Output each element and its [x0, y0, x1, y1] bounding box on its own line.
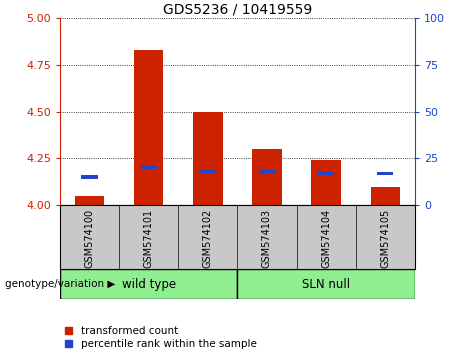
Bar — [193, 112, 223, 205]
Bar — [141, 166, 157, 170]
Bar — [60, 269, 237, 299]
Legend: transformed count, percentile rank within the sample: transformed count, percentile rank withi… — [65, 326, 257, 349]
Bar — [252, 149, 282, 205]
Text: GSM574104: GSM574104 — [321, 209, 331, 268]
Text: SLN null: SLN null — [302, 278, 350, 291]
Text: GSM574100: GSM574100 — [84, 209, 95, 268]
Bar — [318, 172, 334, 175]
Bar — [75, 196, 104, 205]
Bar — [237, 269, 415, 299]
Title: GDS5236 / 10419559: GDS5236 / 10419559 — [163, 2, 312, 17]
Text: GSM574103: GSM574103 — [262, 209, 272, 268]
Bar — [259, 170, 275, 173]
Bar — [82, 176, 98, 179]
Bar — [311, 160, 341, 205]
Text: wild type: wild type — [122, 278, 176, 291]
Bar — [371, 187, 400, 205]
Text: GSM574105: GSM574105 — [380, 209, 390, 268]
Bar — [377, 172, 393, 175]
Bar — [134, 50, 164, 205]
Bar — [200, 170, 216, 173]
Text: genotype/variation ▶: genotype/variation ▶ — [5, 279, 115, 289]
Text: GSM574101: GSM574101 — [144, 209, 154, 268]
Text: GSM574102: GSM574102 — [203, 209, 213, 268]
